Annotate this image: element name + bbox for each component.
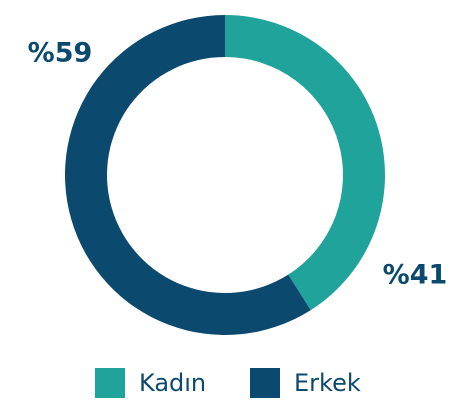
legend-swatch	[95, 368, 125, 398]
legend-label: Kadın	[139, 369, 206, 397]
donut-segment	[65, 15, 311, 335]
legend-label: Erkek	[294, 369, 361, 397]
legend-swatch	[250, 368, 280, 398]
value-label: %59	[28, 38, 93, 69]
value-label: %41	[383, 260, 448, 291]
donut-segment	[225, 15, 386, 311]
